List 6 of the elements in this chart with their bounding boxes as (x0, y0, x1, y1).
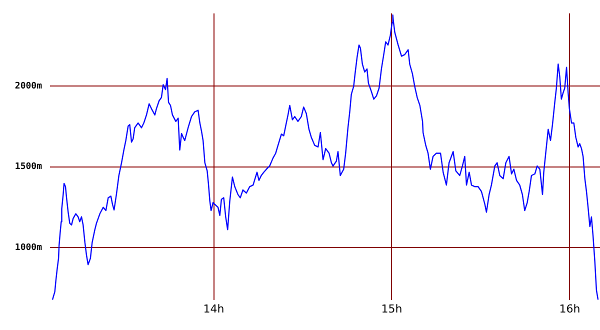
x-tick-label: 16h (559, 302, 580, 316)
y-tick-label: 2000m (14, 81, 43, 92)
x-tick-label: 15h (381, 302, 402, 316)
x-tick-label: 14h (203, 302, 224, 316)
y-tick-label: 1500m (14, 162, 43, 172)
y-tick-label: 1000m (14, 242, 43, 253)
